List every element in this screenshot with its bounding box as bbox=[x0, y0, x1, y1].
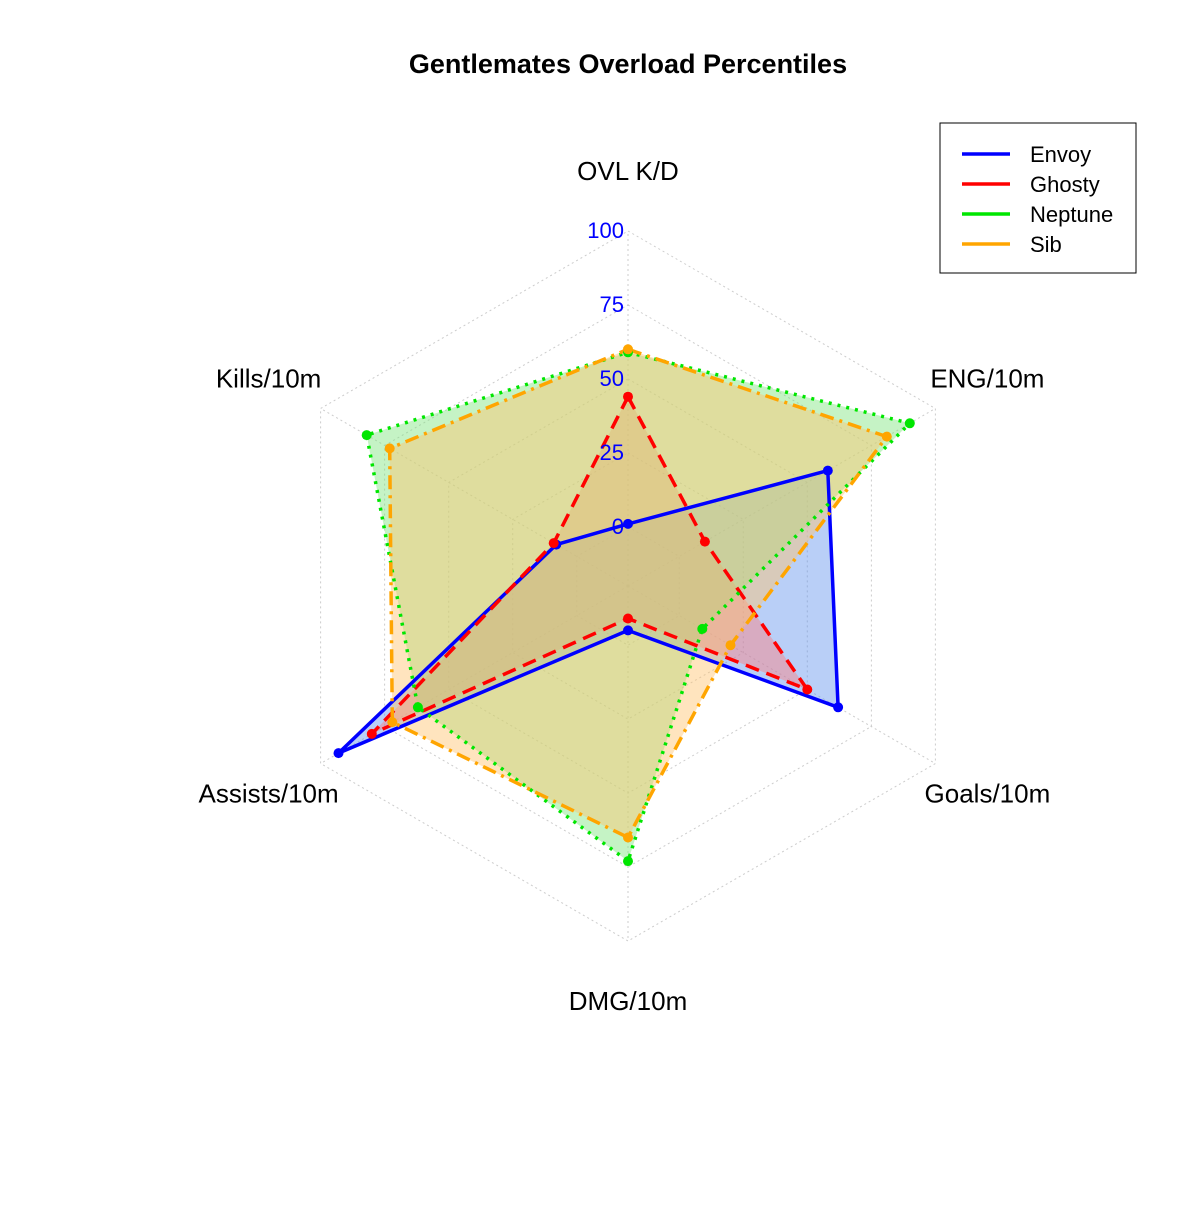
axis-label-2: Goals/10m bbox=[925, 779, 1051, 809]
series-fill-sib bbox=[389, 349, 887, 838]
point-envoy-2 bbox=[833, 702, 844, 713]
point-envoy-1 bbox=[822, 465, 833, 476]
point-ghosty-5 bbox=[548, 538, 559, 549]
legend-label-sib: Sib bbox=[1030, 232, 1062, 257]
point-neptune-4 bbox=[412, 702, 423, 713]
axis-label-4: Assists/10m bbox=[199, 779, 339, 809]
tick-label-4: 100 bbox=[587, 218, 624, 243]
legend-box bbox=[939, 122, 1137, 274]
radial-ticks: 0 25 50 75 100 bbox=[587, 218, 624, 539]
tick-label-3: 75 bbox=[600, 292, 624, 317]
series-fill-neptune bbox=[366, 352, 910, 862]
grid-ring-1 bbox=[512, 452, 744, 720]
axis-label-0: OVL K/D bbox=[577, 156, 679, 186]
series-points bbox=[333, 344, 915, 867]
grid-spoke-5 bbox=[320, 408, 629, 587]
grid-ring-2 bbox=[448, 378, 808, 794]
axis-label-3: DMG/10m bbox=[569, 986, 687, 1016]
point-sib-3 bbox=[623, 832, 633, 843]
point-ghosty-3 bbox=[623, 613, 633, 624]
point-envoy-0 bbox=[623, 518, 633, 529]
series-fill-envoy bbox=[338, 470, 839, 754]
point-neptune-2 bbox=[697, 623, 708, 634]
point-sib-4 bbox=[387, 717, 398, 728]
axis-label-1: ENG/10m bbox=[930, 364, 1044, 394]
legend: Envoy Ghosty Neptune Sib bbox=[939, 122, 1137, 274]
axis-labels: OVL K/D ENG/10m Goals/10m DMG/10m Assists/10… bbox=[199, 156, 1051, 1016]
legend-label-envoy: Envoy bbox=[1030, 142, 1091, 167]
tick-label-1: 25 bbox=[600, 440, 624, 465]
axis-label-5: Kills/10m bbox=[216, 364, 321, 394]
point-envoy-3 bbox=[623, 625, 633, 636]
point-neptune-3 bbox=[623, 856, 633, 867]
grid-spoke-2 bbox=[627, 585, 936, 764]
legend-label-ghosty: Ghosty bbox=[1030, 172, 1100, 197]
series-fills bbox=[338, 349, 910, 862]
grid-ring-0 bbox=[576, 526, 680, 646]
point-sib-0 bbox=[623, 344, 633, 355]
series-fill-ghosty bbox=[371, 396, 808, 734]
tick-label-2: 50 bbox=[600, 366, 624, 391]
point-neptune-5 bbox=[361, 430, 372, 441]
point-ghosty-4 bbox=[366, 728, 377, 739]
point-sib-1 bbox=[881, 431, 892, 442]
legend-label-neptune: Neptune bbox=[1030, 202, 1113, 227]
tick-label-0: 0 bbox=[612, 514, 624, 539]
point-sib-2 bbox=[725, 640, 736, 651]
point-envoy-4 bbox=[333, 748, 344, 759]
chart-title: Gentlemates Overload Percentiles bbox=[409, 49, 847, 79]
point-ghosty-1 bbox=[699, 536, 710, 547]
point-sib-5 bbox=[384, 443, 395, 454]
point-ghosty-2 bbox=[802, 684, 813, 695]
point-neptune-1 bbox=[904, 418, 915, 429]
point-ghosty-0 bbox=[623, 391, 633, 402]
